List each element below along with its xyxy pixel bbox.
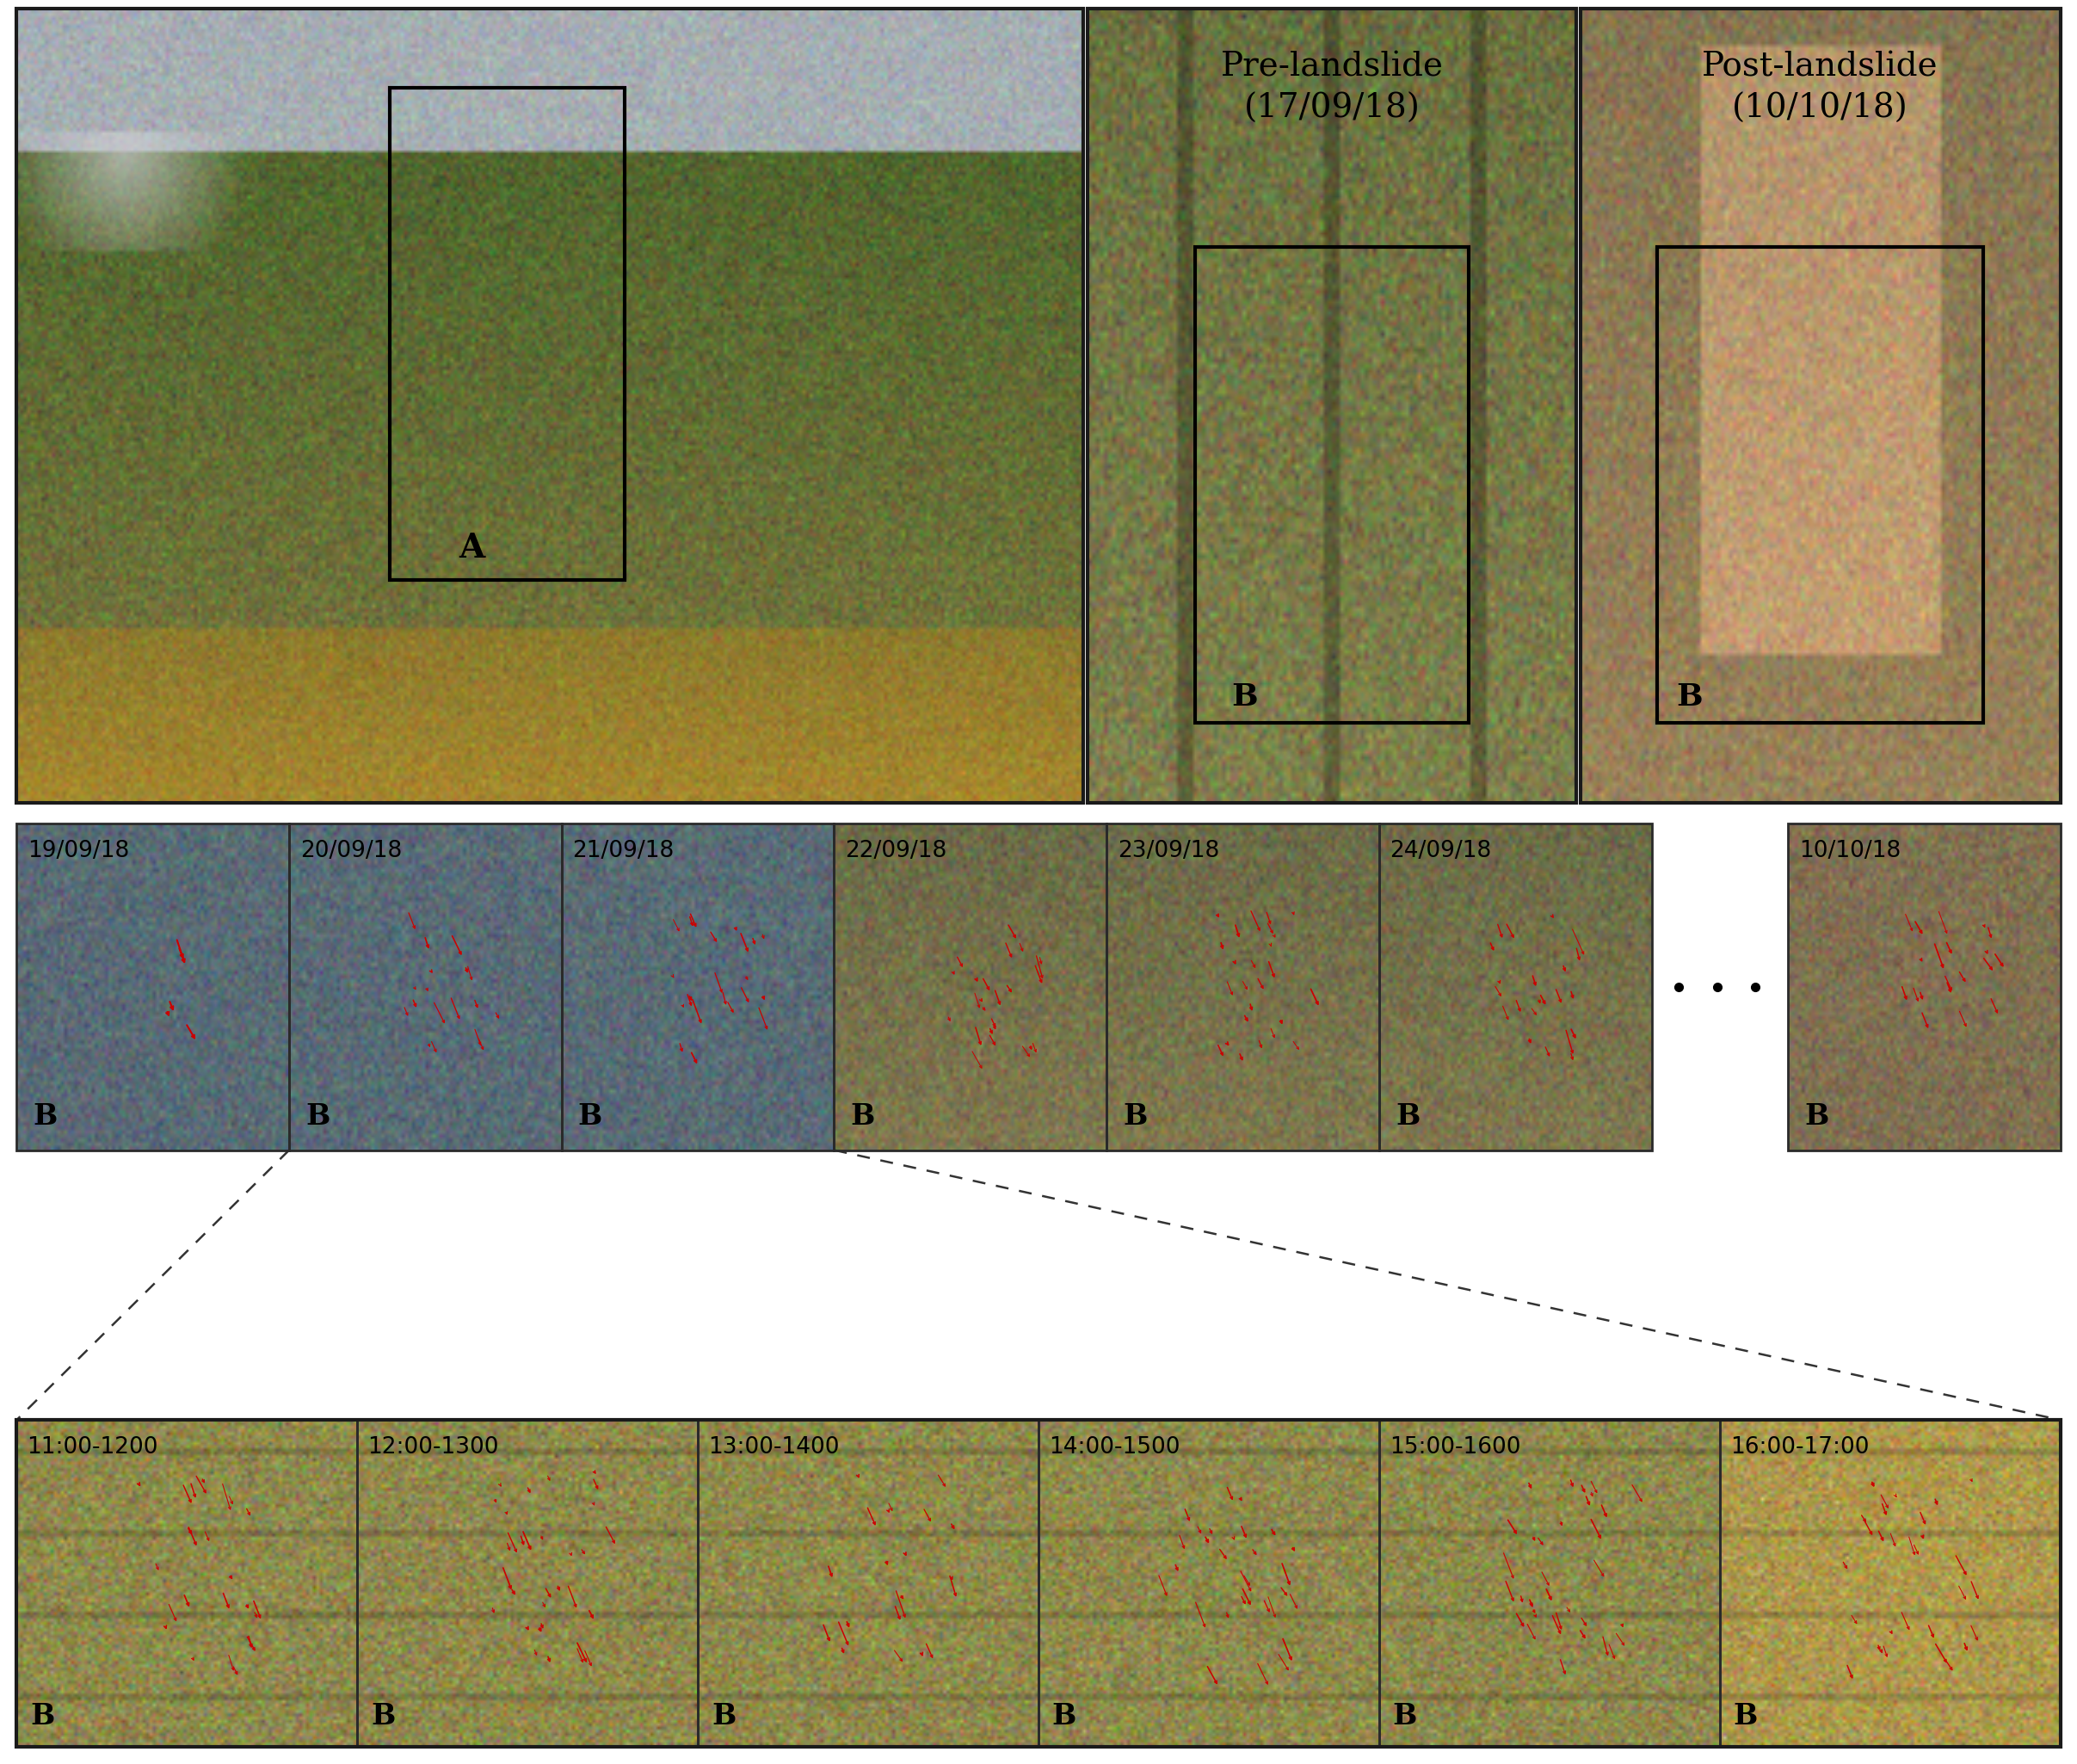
Bar (1379, 1420, 1720, 1746)
Text: 24/09/18: 24/09/18 (1390, 840, 1491, 863)
Bar (1788, 824, 2060, 1150)
Text: A: A (459, 531, 486, 564)
Text: 11:00-1200: 11:00-1200 (27, 1436, 158, 1459)
Text: B: B (849, 1102, 874, 1131)
Bar (17, 1420, 357, 1746)
Bar (289, 824, 561, 1150)
Bar (17, 1420, 2060, 1746)
Bar (1657, 247, 1984, 723)
Bar (835, 824, 1107, 1150)
Text: B: B (33, 1102, 58, 1131)
Bar (357, 1420, 698, 1746)
Text: 21/09/18: 21/09/18 (573, 840, 675, 863)
Text: 22/09/18: 22/09/18 (845, 840, 947, 863)
Text: B: B (577, 1102, 602, 1131)
Bar (17, 9, 1084, 803)
Text: 16:00-17:00: 16:00-17:00 (1730, 1436, 1869, 1459)
Text: 20/09/18: 20/09/18 (299, 840, 401, 863)
Bar (1088, 9, 1576, 803)
Text: 12:00-1300: 12:00-1300 (368, 1436, 498, 1459)
Bar (1107, 824, 1379, 1150)
Text: B: B (1053, 1702, 1076, 1730)
Text: B: B (1676, 683, 1703, 711)
Bar (1038, 1420, 1379, 1746)
Text: 13:00-1400: 13:00-1400 (708, 1436, 839, 1459)
Text: B: B (1232, 683, 1257, 711)
Text: Post-landslide
(10/10/18): Post-landslide (10/10/18) (1703, 51, 1938, 125)
Text: B: B (1734, 1702, 1757, 1730)
Text: Pre-landslide
(17/09/18): Pre-landslide (17/09/18) (1221, 51, 1444, 125)
Bar (1720, 1420, 2060, 1746)
Bar (17, 824, 289, 1150)
Text: B: B (372, 1702, 395, 1730)
Text: 10/10/18: 10/10/18 (1799, 840, 1900, 863)
Text: B: B (1396, 1102, 1421, 1131)
Bar (1581, 9, 2060, 803)
Text: B: B (305, 1102, 330, 1131)
Text: B: B (1394, 1702, 1417, 1730)
Bar (698, 1420, 1038, 1746)
Bar (1379, 824, 1651, 1150)
Bar (561, 824, 835, 1150)
Text: 14:00-1500: 14:00-1500 (1049, 1436, 1180, 1459)
Text: 23/09/18: 23/09/18 (1117, 840, 1219, 863)
Text: 15:00-1600: 15:00-1600 (1390, 1436, 1520, 1459)
Text: B: B (1805, 1102, 1828, 1131)
Text: B: B (712, 1702, 735, 1730)
Text: 19/09/18: 19/09/18 (27, 840, 129, 863)
Bar (1194, 247, 1468, 723)
Text: B: B (1124, 1102, 1147, 1131)
Text: B: B (31, 1702, 54, 1730)
Bar (390, 88, 625, 580)
